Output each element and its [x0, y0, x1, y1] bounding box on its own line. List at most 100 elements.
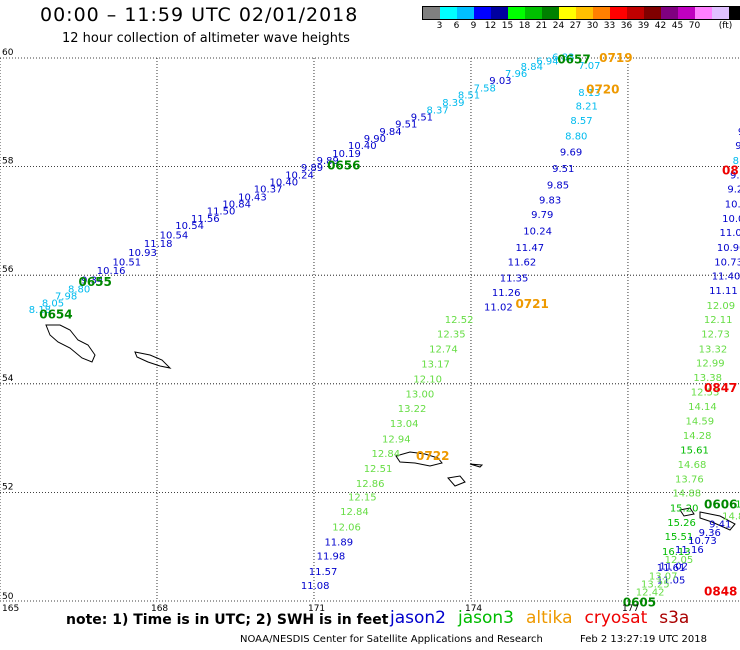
wave-height-value: 10.24: [285, 171, 314, 182]
data-points: 8.188.057.988.809.3410.1610.5110.9311.18…: [29, 53, 740, 599]
wave-height-value: 10.40: [348, 141, 377, 152]
page-title: 00:00 – 11:59 UTC 02/01/2018: [40, 4, 359, 26]
color-scale-label: (ft): [718, 21, 733, 31]
satellite-legend-item: cryosat: [584, 608, 648, 628]
wave-height-value: 8.57: [570, 116, 592, 127]
wave-height-value: 12.84: [340, 507, 369, 518]
wave-height-value: 11.02: [659, 562, 688, 573]
color-scale-label: 70: [688, 21, 701, 31]
wave-height-value: 9.85: [547, 180, 569, 191]
wave-height-value: 6.83: [552, 53, 574, 64]
wave-height-value: 12.99: [696, 358, 725, 369]
time-label: 08: [722, 164, 739, 178]
color-scale-label: 39: [637, 21, 650, 31]
color-scale-label: 24: [552, 21, 565, 31]
color-swatch: [474, 7, 491, 19]
time-label: 0656: [327, 158, 360, 172]
wave-height-value: 11.35: [500, 274, 529, 285]
wave-height-value: 9.51: [411, 112, 433, 123]
lon-tick-label: 174: [465, 604, 482, 614]
wave-height-value: 13.38: [693, 373, 722, 384]
wave-height-value: 7.96: [505, 69, 527, 80]
wave-height-value: 9.26: [735, 141, 740, 152]
time-label: 0605: [623, 595, 656, 609]
wave-height-value: 12.42: [636, 588, 665, 599]
wave-height-value: 11.61: [657, 563, 686, 574]
wave-height-value: 14.28: [683, 431, 712, 442]
color-swatch: [559, 7, 576, 19]
wave-height-value: 9.89: [301, 163, 323, 174]
coast-island: [134, 351, 172, 369]
wave-height-value: 10.51: [113, 257, 142, 268]
wave-height-value: 12.15: [348, 493, 377, 504]
wave-height-value: 11.56: [191, 214, 220, 225]
wave-height-value: 9.51: [395, 120, 417, 131]
lat-tick-label: 52: [2, 482, 13, 492]
wave-height-value: 12.53: [691, 388, 720, 399]
wave-height-value: 13.07: [649, 571, 678, 582]
wave-height-value: 7.98: [55, 292, 77, 303]
color-swatch: [542, 7, 559, 19]
color-swatch: [610, 7, 627, 19]
wave-height-value: 12.09: [706, 301, 735, 312]
wave-height-value: 8.37: [426, 105, 448, 116]
wave-height-value: 11.47: [515, 243, 544, 254]
wave-height-value: 10.90: [717, 243, 740, 254]
lon-tick-label: 171: [308, 604, 325, 614]
wave-height-value: 14.82: [722, 512, 740, 523]
wave-height-value: 12.51: [364, 464, 393, 475]
wave-height-value: 10.06: [722, 214, 740, 225]
wave-height-value: 11.50: [207, 206, 236, 217]
wave-height-value: 12.86: [356, 479, 385, 490]
time-label: 0657: [557, 52, 590, 66]
wave-height-value: 11.89: [324, 538, 353, 549]
wave-height-value: 13.04: [390, 419, 419, 430]
color-scale-label: 33: [603, 21, 616, 31]
wave-height-value: 9.34: [81, 275, 103, 286]
time-label: 0721: [515, 297, 548, 311]
wave-height-value: 12.94: [382, 434, 411, 445]
color-scale-label: 12: [484, 21, 497, 31]
wave-height-value: 12.35: [437, 330, 466, 341]
wave-height-value: 10.41: [725, 199, 740, 210]
coast-island: [699, 511, 736, 531]
wave-height-value: 9.90: [364, 134, 386, 145]
wave-height-value: 13.22: [398, 404, 427, 415]
time-label: 0655: [78, 275, 111, 289]
lon-tick-label: 165: [2, 604, 19, 614]
wave-height-value: 9.36: [699, 528, 721, 539]
wave-height-value: 12.06: [332, 522, 361, 533]
satellite-legend-item: altika: [526, 608, 573, 628]
color-scale-label: 15: [501, 21, 514, 31]
color-scale-label: 3: [436, 21, 443, 31]
satellite-legend-item: s3a: [659, 608, 690, 628]
wave-height-value: 9.89: [317, 156, 339, 167]
wave-height-value: 12.52: [445, 315, 474, 326]
wave-height-value: 8.18: [29, 305, 51, 316]
time-labels: 0654 0655 0656 0657 0719 0720 0721 0722 08 0847 08…: [39, 51, 738, 609]
color-swatch: [525, 7, 542, 19]
wave-height-value: 10.84: [222, 199, 251, 210]
wave-height-value: 9.28: [727, 185, 740, 196]
wave-height-value: 8.80: [68, 285, 90, 296]
wave-height-value: 11.26: [492, 288, 521, 299]
wave-height-value: 14.14: [688, 402, 717, 413]
color-swatch: [627, 7, 644, 19]
color-scale-label: 45: [671, 21, 684, 31]
color-scale-label: 18: [518, 21, 531, 31]
wave-height-value: 8.21: [576, 102, 598, 113]
wave-height-value: 11.16: [675, 545, 704, 556]
wave-height-value: 9.79: [531, 210, 553, 221]
wave-height-value: 11.04: [720, 228, 740, 239]
lat-tick-label: 60: [2, 48, 14, 58]
wave-height-value: 8.05: [42, 299, 64, 310]
lat-tick-label: 50: [2, 592, 14, 602]
wave-height-value: 9.15: [738, 127, 740, 138]
lon-tick-label: 177: [622, 604, 639, 614]
wave-height-value: 12.74: [429, 344, 458, 355]
wave-height-value: 10.16: [97, 266, 126, 277]
land-masses: [45, 324, 736, 531]
color-swatch: [593, 7, 610, 19]
coast-island: [447, 475, 466, 487]
wave-height-value: 10.73: [714, 257, 740, 268]
